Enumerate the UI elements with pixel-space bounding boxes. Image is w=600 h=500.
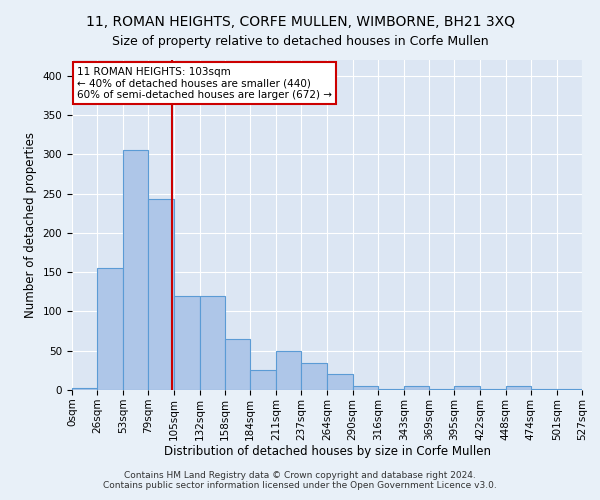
Text: 11, ROMAN HEIGHTS, CORFE MULLEN, WIMBORNE, BH21 3XQ: 11, ROMAN HEIGHTS, CORFE MULLEN, WIMBORN… [86, 15, 515, 29]
Text: Size of property relative to detached houses in Corfe Mullen: Size of property relative to detached ho… [112, 35, 488, 48]
Bar [454, 386, 481, 390]
Bar [97, 268, 123, 390]
Bar [225, 339, 250, 390]
Bar [250, 370, 276, 390]
Bar [173, 296, 200, 390]
Bar [531, 389, 557, 390]
Bar [148, 199, 173, 390]
Y-axis label: Number of detached properties: Number of detached properties [24, 132, 37, 318]
Bar [506, 386, 531, 390]
Bar [123, 150, 148, 390]
Bar [328, 374, 353, 390]
Text: 11 ROMAN HEIGHTS: 103sqm
← 40% of detached houses are smaller (440)
60% of semi-: 11 ROMAN HEIGHTS: 103sqm ← 40% of detach… [77, 66, 332, 100]
Bar [481, 389, 506, 390]
Text: Contains HM Land Registry data © Crown copyright and database right 2024.
Contai: Contains HM Land Registry data © Crown c… [103, 470, 497, 490]
Bar [200, 296, 225, 390]
X-axis label: Distribution of detached houses by size in Corfe Mullen: Distribution of detached houses by size … [163, 446, 491, 458]
Bar [557, 389, 582, 390]
Bar [276, 350, 301, 390]
Bar [378, 389, 404, 390]
Bar [72, 388, 97, 390]
Bar [404, 386, 429, 390]
Bar [353, 386, 378, 390]
Bar [429, 389, 454, 390]
Bar [301, 362, 328, 390]
